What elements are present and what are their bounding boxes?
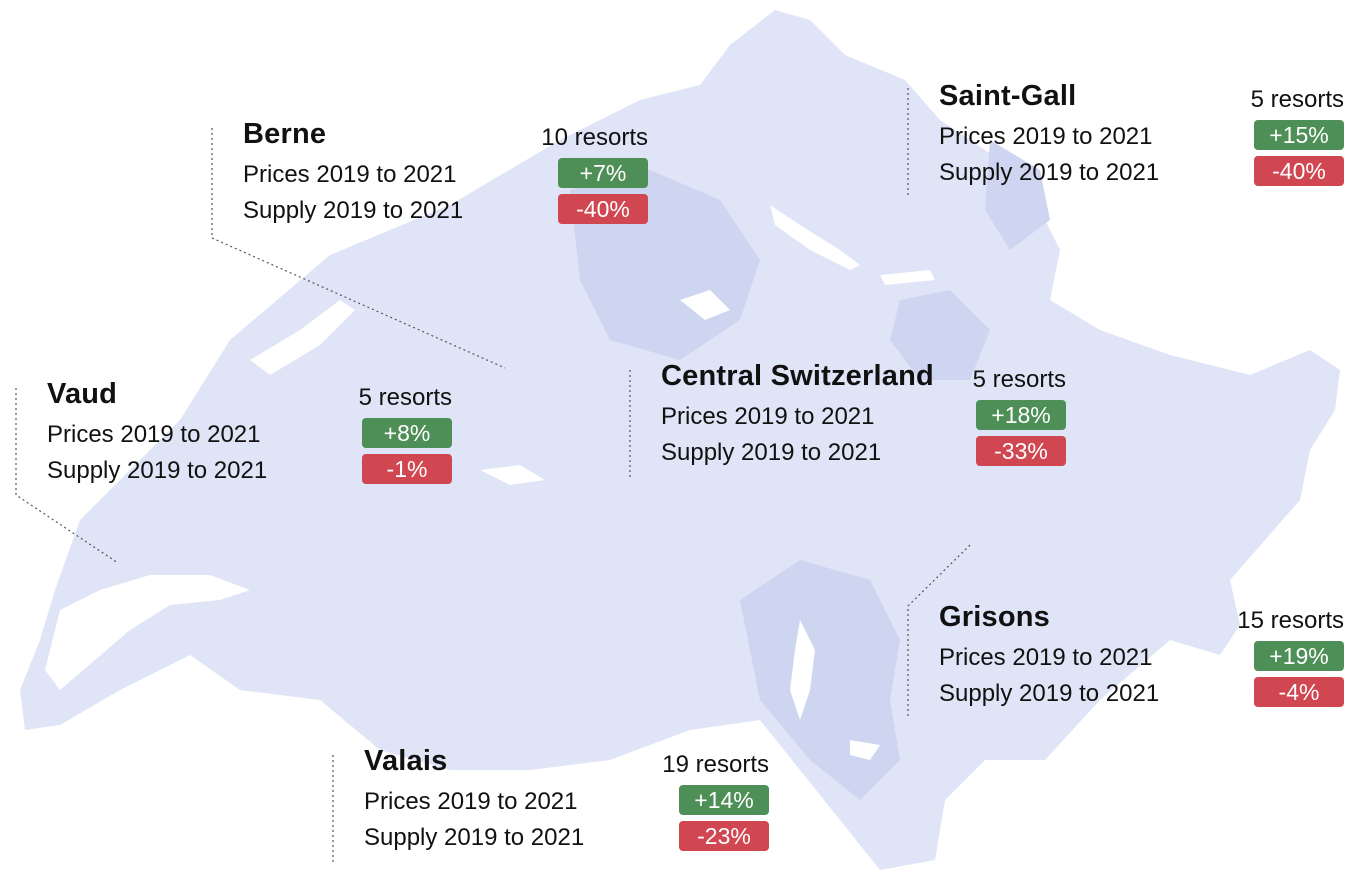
- lake-zurich: [770, 205, 860, 270]
- leader-line-vaud: [15, 388, 119, 564]
- prices-label: Prices 2019 to 2021: [939, 644, 1153, 671]
- supply-change-badge: -40%: [558, 194, 648, 224]
- supply-change-badge: -1%: [362, 454, 452, 484]
- card-header: Berne 10 resorts: [243, 118, 648, 158]
- region-name: Grisons: [939, 601, 1050, 633]
- prices-label: Prices 2019 to 2021: [47, 421, 261, 448]
- supply-change-badge: -33%: [976, 436, 1066, 466]
- supply-row: Supply 2019 to 2021 -1%: [47, 454, 452, 490]
- region-card-central-switzerland: Central Switzerland 5 resorts Prices 201…: [661, 360, 1066, 472]
- card-header: Valais 19 resorts: [364, 745, 769, 785]
- supply-label: Supply 2019 to 2021: [661, 439, 882, 466]
- lake-walen: [880, 270, 935, 285]
- resort-count: 5 resorts: [1250, 86, 1344, 113]
- prices-change-badge: +18%: [976, 400, 1066, 430]
- prices-row: Prices 2019 to 2021 +8%: [47, 418, 452, 454]
- region-name: Berne: [243, 118, 327, 150]
- resort-count: 5 resorts: [972, 366, 1066, 393]
- card-header: Vaud 5 resorts: [47, 378, 452, 418]
- supply-label: Supply 2019 to 2021: [939, 159, 1160, 186]
- prices-change-badge: +15%: [1254, 120, 1344, 150]
- region-name: Central Switzerland: [661, 360, 934, 392]
- prices-change-badge: +14%: [679, 785, 769, 815]
- supply-row: Supply 2019 to 2021 -23%: [364, 821, 769, 857]
- supply-change-badge: -23%: [679, 821, 769, 851]
- region-card-valais: Valais 19 resorts Prices 2019 to 2021 +1…: [364, 745, 769, 857]
- leader-lines: [15, 88, 971, 862]
- resort-count: 10 resorts: [541, 124, 648, 151]
- prices-change-badge: +7%: [558, 158, 648, 188]
- supply-label: Supply 2019 to 2021: [939, 680, 1160, 707]
- lake-lugano: [850, 740, 880, 760]
- prices-change-badge: +19%: [1254, 641, 1344, 671]
- card-header: Grisons 15 resorts: [939, 601, 1344, 641]
- prices-change-badge: +8%: [362, 418, 452, 448]
- supply-change-badge: -40%: [1254, 156, 1344, 186]
- canton-area-saint-gall: [985, 140, 1050, 250]
- prices-label: Prices 2019 to 2021: [939, 123, 1153, 150]
- prices-label: Prices 2019 to 2021: [364, 788, 578, 815]
- leader-line-berne: [211, 128, 506, 369]
- lake-geneva: [45, 575, 250, 690]
- lake-maggiore: [790, 620, 815, 720]
- supply-label: Supply 2019 to 2021: [364, 824, 585, 851]
- region-card-grisons: Grisons 15 resorts Prices 2019 to 2021 +…: [939, 601, 1344, 713]
- card-header: Central Switzerland 5 resorts: [661, 360, 1066, 400]
- canton-area-ticino: [740, 560, 900, 800]
- region-card-berne: Berne 10 resorts Prices 2019 to 2021 +7%…: [243, 118, 648, 230]
- prices-row: Prices 2019 to 2021 +7%: [243, 158, 648, 194]
- supply-label: Supply 2019 to 2021: [47, 457, 268, 484]
- region-card-saint-gall: Saint-Gall 5 resorts Prices 2019 to 2021…: [939, 80, 1344, 192]
- prices-row: Prices 2019 to 2021 +15%: [939, 120, 1344, 156]
- prices-label: Prices 2019 to 2021: [661, 403, 875, 430]
- resort-count: 15 resorts: [1237, 607, 1344, 634]
- lake-lucerne: [680, 290, 730, 320]
- resort-count: 19 resorts: [662, 751, 769, 778]
- prices-row: Prices 2019 to 2021 +19%: [939, 641, 1344, 677]
- lake-constance: [930, 50, 1030, 90]
- supply-label: Supply 2019 to 2021: [243, 197, 464, 224]
- card-header: Saint-Gall 5 resorts: [939, 80, 1344, 120]
- supply-row: Supply 2019 to 2021 -33%: [661, 436, 1066, 472]
- supply-change-badge: -4%: [1254, 677, 1344, 707]
- leader-line-grisons: [907, 544, 971, 718]
- prices-row: Prices 2019 to 2021 +18%: [661, 400, 1066, 436]
- canton-area-east: [890, 290, 990, 380]
- resort-count: 5 resorts: [358, 384, 452, 411]
- region-name: Saint-Gall: [939, 80, 1077, 112]
- lake-neuchatel: [250, 300, 355, 375]
- supply-row: Supply 2019 to 2021 -40%: [243, 194, 648, 230]
- supply-row: Supply 2019 to 2021 -40%: [939, 156, 1344, 192]
- region-name: Vaud: [47, 378, 118, 410]
- prices-row: Prices 2019 to 2021 +14%: [364, 785, 769, 821]
- region-name: Valais: [364, 745, 448, 777]
- prices-label: Prices 2019 to 2021: [243, 161, 457, 188]
- lake-thun: [480, 465, 545, 485]
- supply-row: Supply 2019 to 2021 -4%: [939, 677, 1344, 713]
- region-card-vaud: Vaud 5 resorts Prices 2019 to 2021 +8% S…: [47, 378, 452, 490]
